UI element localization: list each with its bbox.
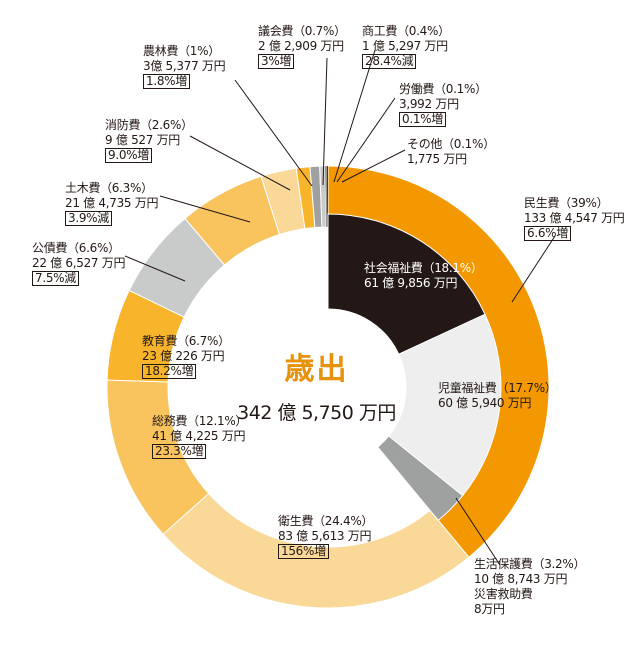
label-shobohi: 消防費（2.6%） 9 億 527 万円 9.0%増 [105, 118, 193, 163]
label-amount: 21 億 4,735 万円 [65, 196, 159, 210]
label-eiseihi: 衛生費（24.4%） 83 億 5,613 万円 156%増 [278, 514, 373, 559]
label-amount: 2 億 2,909 万円 [258, 39, 344, 53]
center-total: 342 億 5,750 万円 [237, 402, 396, 424]
label-seikatsuhogohi: 生活保護費（3.2%） 10 億 8,743 万円 災害救助費 8万円 [474, 557, 585, 617]
label-minseihi: 民生費（39%） 133 億 4,547 万円 6.6%増 [524, 196, 625, 241]
label-amount: 10 億 8,743 万円 [474, 572, 568, 586]
inner-ring [327, 213, 502, 522]
label-kyoikuhi: 教育費（6.7%） 23 億 226 万円 18.2%増 [142, 334, 230, 379]
label-shokohi: 商工費（0.4%） 1 億 5,297 万円 28.4%減 [362, 24, 450, 69]
label-amount: 3億 5,377 万円 [143, 59, 226, 73]
label-amount: 9 億 527 万円 [105, 133, 180, 147]
label-amount: 1,775 万円 [407, 152, 467, 166]
label-title: 児童福祉費（17.7%） [438, 381, 557, 395]
label-amount: 3,992 万円 [399, 97, 459, 111]
label-title: 生活保護費（3.2%） [474, 557, 586, 571]
label-amount: 133 億 4,547 万円 [524, 211, 625, 225]
label-title: 公債費（6.6%） [32, 241, 120, 255]
label-sonota: その他（0.1%） 1,775 万円 [407, 137, 495, 167]
label-disaster-amount: 8万円 [474, 602, 505, 616]
label-title: 消防費（2.6%） [105, 118, 193, 132]
label-amount: 60 億 5,940 万円 [438, 396, 532, 410]
label-change: 7.5%減 [32, 271, 79, 286]
label-kosaihi: 公債費（6.6%） 22 億 6,527 万円 7.5%減 [32, 241, 125, 286]
leader-lines [124, 49, 556, 566]
label-amount: 61 億 9,856 万円 [364, 276, 458, 290]
label-change: 23.3%増 [152, 444, 207, 459]
label-title: 総務費（12.1%） [152, 414, 248, 428]
label-title: 労働費（0.1%） [399, 82, 487, 96]
label-title: 土木費（6.3%） [65, 181, 153, 195]
center-hole [250, 309, 406, 465]
label-change: 156%増 [278, 544, 329, 559]
label-change: 18.2%増 [142, 364, 197, 379]
label-amount: 23 億 226 万円 [142, 349, 225, 363]
label-change: 3%増 [258, 54, 295, 69]
label-amount: 83 億 5,613 万円 [278, 529, 372, 543]
label-title: 民生費（39%） [524, 196, 609, 210]
label-change: 6.6%増 [524, 226, 571, 241]
label-title: 議会費（0.7%） [258, 24, 346, 38]
slice-inner-1 [388, 313, 502, 497]
label-change: 3.9%減 [65, 211, 112, 226]
label-somuhi: 総務費（12.1%） 41 億 4,225 万円 23.3%増 [152, 414, 247, 459]
label-change: 0.1%増 [399, 112, 446, 127]
label-amount: 22 億 6,527 万円 [32, 256, 126, 270]
label-shakaifukushihi: 社会福祉費（18.1%） 61 億 9,856 万円 [364, 261, 483, 291]
label-title: 教育費（6.7%） [142, 334, 230, 348]
label-change: 1.8%増 [143, 74, 190, 89]
label-norinhi: 農林費（1%） 3億 5,377 万円 1.8%増 [143, 44, 226, 89]
label-title: 商工費（0.4%） [362, 24, 450, 38]
label-change: 9.0%増 [105, 148, 152, 163]
label-title: 農林費（1%） [143, 44, 220, 58]
label-disaster-title: 災害救助費 [474, 587, 533, 601]
label-gikaihi: 議会費（0.7%） 2 億 2,909 万円 3%増 [258, 24, 346, 69]
label-title: 衛生費（24.4%） [278, 514, 374, 528]
label-title: その他（0.1%） [407, 137, 495, 151]
label-rodohi: 労働費（0.1%） 3,992 万円 0.1%増 [399, 82, 487, 127]
label-title: 社会福祉費（18.1%） [364, 261, 483, 275]
label-amount: 1 億 5,297 万円 [362, 39, 448, 53]
outer-ring [106, 165, 550, 609]
label-amount: 41 億 4,225 万円 [152, 429, 246, 443]
label-dobokuhi: 土木費（6.3%） 21 億 4,735 万円 3.9%減 [65, 181, 158, 226]
label-jidofukushihi: 児童福祉費（17.7%） 60 億 5,940 万円 [438, 381, 557, 411]
center-title: 歳出 [284, 352, 349, 387]
label-change: 28.4%減 [362, 54, 417, 69]
